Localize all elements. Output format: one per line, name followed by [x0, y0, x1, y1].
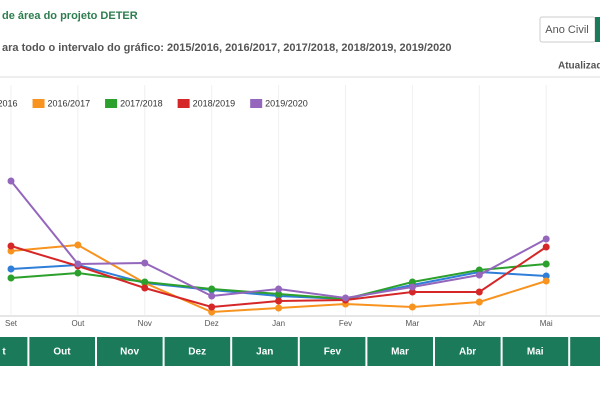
- point: [475, 266, 483, 274]
- point: [542, 272, 550, 280]
- point: [475, 288, 483, 296]
- x-tick-label: Abr: [473, 319, 486, 328]
- button-active[interactable]: [595, 17, 600, 42]
- point: [275, 285, 283, 293]
- point: [7, 265, 15, 273]
- point: [408, 278, 416, 286]
- point: [542, 235, 550, 243]
- title: de área do projeto DETER: [2, 10, 138, 22]
- month-bar: [0, 337, 600, 366]
- point: [141, 278, 149, 286]
- legend-swatch: [250, 99, 263, 108]
- month-button[interactable]: Mai: [527, 347, 544, 358]
- point: [7, 242, 15, 250]
- point: [7, 177, 15, 185]
- point: [74, 260, 82, 268]
- legend-label: 2019/2020: [265, 98, 308, 108]
- legend-swatch: [177, 99, 190, 108]
- point: [141, 284, 149, 292]
- point: [542, 277, 550, 285]
- point: [542, 243, 550, 251]
- month-button[interactable]: Fev: [324, 347, 342, 358]
- point: [208, 308, 216, 316]
- point: [208, 292, 216, 300]
- legend-label: 2018/2019: [193, 98, 236, 108]
- x-tick-label: Set: [5, 319, 18, 328]
- point: [275, 297, 283, 305]
- point: [275, 290, 283, 298]
- point: [141, 259, 149, 267]
- point: [275, 304, 283, 312]
- point: [208, 303, 216, 311]
- point: [208, 285, 216, 293]
- point: [542, 260, 550, 268]
- updated-label: Atualizad: [558, 61, 600, 72]
- legend-label: 5/2016: [0, 98, 18, 108]
- month-button[interactable]: Out: [53, 347, 71, 358]
- month-button[interactable]: Dez: [188, 347, 206, 358]
- legend-swatch: [105, 99, 118, 108]
- point: [408, 303, 416, 311]
- month-button[interactable]: Nov: [120, 347, 139, 358]
- x-tick-label: Jan: [272, 319, 285, 328]
- point: [475, 298, 483, 306]
- point: [7, 274, 15, 282]
- ano-civil-button[interactable]: Ano Civil: [545, 24, 588, 36]
- x-tick-label: Nov: [138, 319, 152, 328]
- x-tick-label: Mar: [406, 319, 420, 328]
- point: [7, 247, 15, 255]
- x-tick-label: Out: [71, 319, 85, 328]
- x-tick-label: Fev: [339, 319, 352, 328]
- subtitle: ara todo o intervalo do gráfico: 2015/20…: [2, 42, 451, 54]
- x-tick-label: Mai: [540, 319, 553, 328]
- x-tick-label: Dez: [205, 319, 219, 328]
- month-button[interactable]: Mar: [391, 347, 409, 358]
- point: [74, 269, 82, 277]
- point: [475, 271, 483, 279]
- legend-swatch: [32, 99, 45, 108]
- month-button[interactable]: Jan: [256, 347, 273, 358]
- point: [408, 283, 416, 291]
- point: [342, 294, 349, 302]
- legend-label: 2017/2018: [120, 98, 163, 108]
- point: [408, 288, 416, 296]
- month-button[interactable]: Abr: [459, 347, 476, 358]
- legend-label: 2016/2017: [48, 98, 91, 108]
- point: [74, 241, 82, 249]
- month-button[interactable]: t: [2, 347, 6, 358]
